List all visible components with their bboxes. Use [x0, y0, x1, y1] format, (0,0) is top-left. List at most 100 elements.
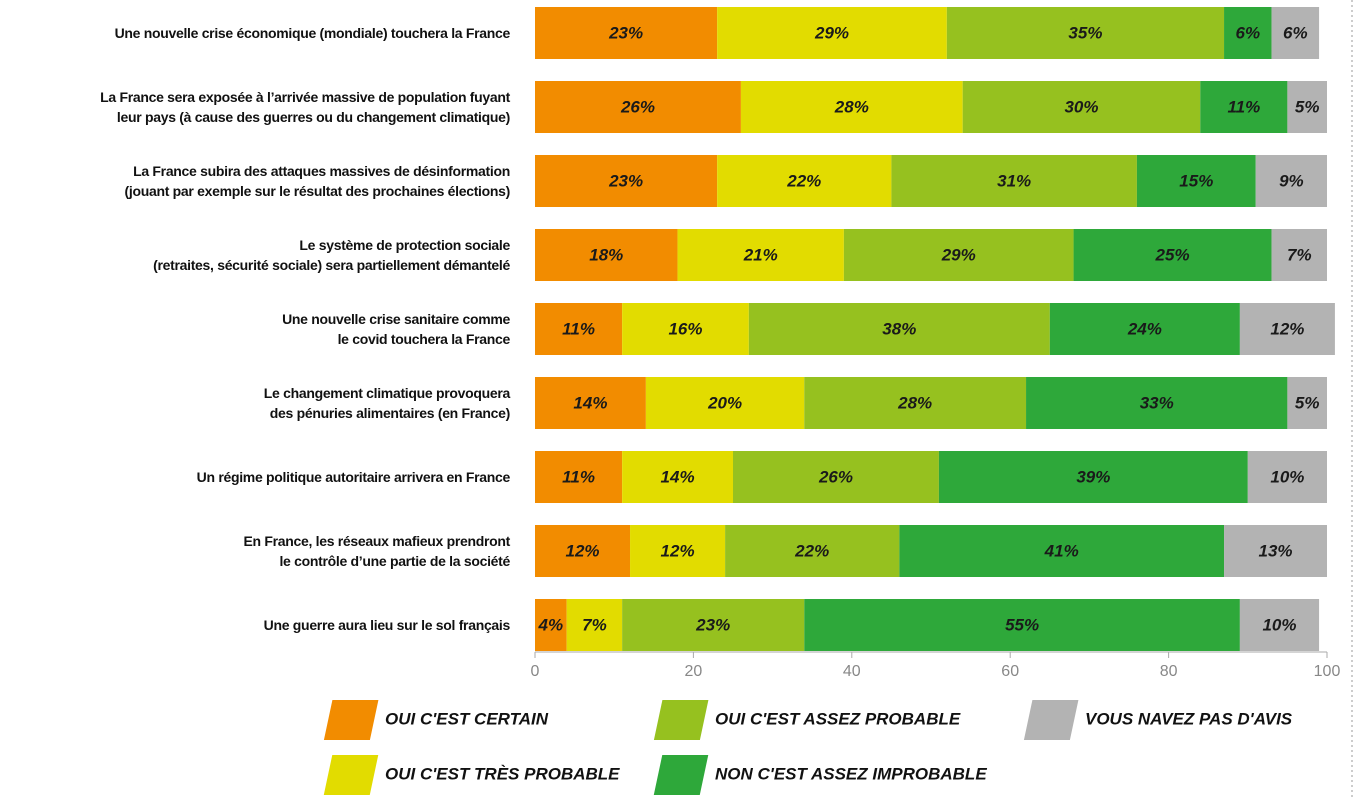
- bar-segment: [938, 451, 1248, 503]
- bar-segment: [535, 7, 718, 59]
- bar-segment: [622, 303, 749, 355]
- value-label: 30%: [1064, 97, 1098, 116]
- category-label: La France sera exposée à l’arrivée massi…: [100, 89, 510, 125]
- category-label: La France subira des attaques massives d…: [124, 163, 511, 199]
- value-label: 14%: [661, 467, 695, 486]
- x-tick-label: 40: [843, 663, 861, 680]
- bar-segment: [891, 155, 1137, 207]
- bar-segment: [1239, 303, 1335, 355]
- category-label: Le changement climatique provoquera des …: [263, 385, 511, 421]
- bar-segment: [677, 229, 844, 281]
- legend-swatch: [1023, 700, 1079, 740]
- legend-label: OUI C'EST ASSEZ PROBABLE: [715, 709, 961, 728]
- bar-segment: [740, 81, 963, 133]
- value-label: 4%: [538, 615, 564, 634]
- value-label: 15%: [1179, 171, 1213, 190]
- value-label: 35%: [1068, 23, 1102, 42]
- bar-segment: [1049, 303, 1240, 355]
- bar-segment: [717, 155, 892, 207]
- bar-segment: [622, 451, 733, 503]
- legend-label: VOUS NAVEZ PAS D'AVIS: [1085, 709, 1293, 728]
- value-label: 25%: [1155, 245, 1190, 264]
- value-label: 5%: [1295, 97, 1320, 116]
- value-label: 10%: [1262, 615, 1296, 634]
- bar-segment: [962, 81, 1201, 133]
- legend-label: OUI C'EST TRÈS PROBABLE: [385, 764, 620, 783]
- bar-segment: [645, 377, 805, 429]
- bar-segment: [535, 303, 623, 355]
- value-label: 33%: [1140, 393, 1174, 412]
- bar-segment: [1200, 81, 1288, 133]
- legend-label: OUI C'EST CERTAIN: [385, 709, 549, 728]
- value-label: 38%: [882, 319, 916, 338]
- value-label: 9%: [1279, 171, 1304, 190]
- bar-segment: [733, 451, 939, 503]
- bar-segment: [804, 377, 1027, 429]
- bar-segment: [725, 525, 900, 577]
- bar-segment: [804, 599, 1240, 651]
- bar-segment: [1287, 81, 1327, 133]
- x-tick-label: 60: [1001, 663, 1019, 680]
- bar-segment: [1271, 7, 1320, 59]
- bar-segment: [1247, 451, 1327, 503]
- bar-segment: [535, 81, 741, 133]
- bar-segment: [1073, 229, 1272, 281]
- x-tick-label: 100: [1314, 663, 1341, 680]
- legend-swatch: [323, 700, 379, 740]
- bar-segment: [1255, 155, 1327, 207]
- category-label: Une guerre aura lieu sur le sol français: [263, 617, 511, 633]
- x-tick-label: 80: [1160, 663, 1178, 680]
- bar-segment: [1239, 599, 1320, 651]
- bar-segment: [899, 525, 1225, 577]
- value-label: 16%: [668, 319, 702, 338]
- bar-segment: [535, 377, 646, 429]
- value-label: 21%: [743, 245, 778, 264]
- bar-segment: [630, 525, 726, 577]
- value-label: 6%: [1236, 23, 1261, 42]
- value-label: 7%: [1287, 245, 1312, 264]
- bar-segment: [622, 599, 805, 651]
- bar-segment: [535, 599, 567, 651]
- bar-segment: [535, 155, 718, 207]
- bar-segment: [1224, 525, 1327, 577]
- value-label: 12%: [566, 541, 600, 560]
- value-label: 22%: [786, 171, 821, 190]
- value-label: 5%: [1295, 393, 1320, 412]
- category-label: Une nouvelle crise sanitaire comme le co…: [282, 311, 510, 347]
- bar-segment: [535, 451, 623, 503]
- value-label: 12%: [1270, 319, 1304, 338]
- value-label: 23%: [608, 171, 643, 190]
- bar-segment: [566, 599, 623, 651]
- bar-segment: [1136, 155, 1256, 207]
- bar-segment: [717, 7, 947, 59]
- bar-segment: [1287, 377, 1327, 429]
- category-label: En France, les réseaux mafieux prendront…: [243, 533, 510, 569]
- legend-swatch: [653, 755, 709, 795]
- value-label: 26%: [818, 467, 853, 486]
- value-label: 11%: [562, 467, 595, 486]
- category-label: Un régime politique autoritaire arrivera…: [196, 469, 511, 485]
- value-label: 22%: [794, 541, 829, 560]
- bar-segment: [535, 525, 631, 577]
- value-label: 26%: [620, 97, 655, 116]
- value-label: 23%: [608, 23, 643, 42]
- value-label: 24%: [1127, 319, 1162, 338]
- value-label: 39%: [1076, 467, 1110, 486]
- bar-segment: [946, 7, 1225, 59]
- value-label: 11%: [562, 319, 595, 338]
- category-label: Le système de protection sociale (retrai…: [153, 237, 510, 273]
- bar-segment: [748, 303, 1050, 355]
- value-label: 28%: [897, 393, 932, 412]
- category-label: Une nouvelle crise économique (mondiale)…: [114, 25, 511, 41]
- value-label: 11%: [1227, 97, 1260, 116]
- value-label: 23%: [695, 615, 730, 634]
- value-label: 10%: [1270, 467, 1304, 486]
- bar-segment: [1271, 229, 1327, 281]
- value-label: 7%: [582, 615, 607, 634]
- value-label: 6%: [1283, 23, 1308, 42]
- value-label: 18%: [589, 245, 623, 264]
- bar-segment: [1026, 377, 1288, 429]
- value-label: 29%: [814, 23, 849, 42]
